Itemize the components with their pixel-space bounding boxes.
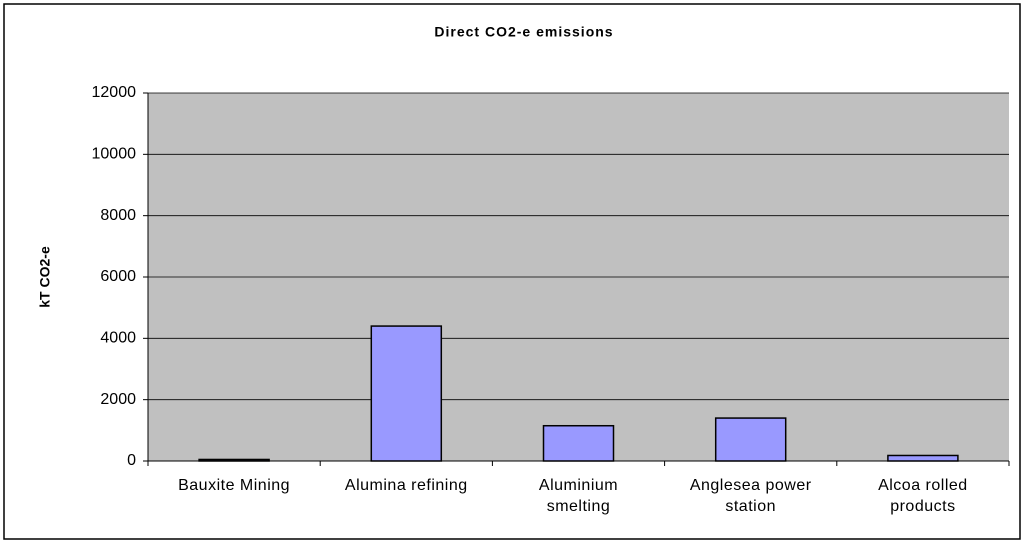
chart-title: Direct CO2-e emissions <box>434 24 613 40</box>
y-tick-label: 4000 <box>100 330 136 347</box>
bar <box>542 424 615 462</box>
bar <box>714 417 787 462</box>
x-tick-label: Anglesea power station <box>689 477 812 515</box>
y-tick-label: 0 <box>127 452 136 469</box>
bar <box>887 454 959 462</box>
y-tick-label: 12000 <box>92 84 137 101</box>
y-tick-label: 8000 <box>100 207 136 224</box>
x-tick-label: Alumina refining <box>344 477 468 494</box>
bar <box>370 325 443 462</box>
y-tick-label: 6000 <box>100 268 136 285</box>
y-tick-label: 10000 <box>92 146 137 163</box>
bar <box>198 458 270 462</box>
y-tick-label: 2000 <box>100 391 136 408</box>
x-tick-label: Alcoa rolled products <box>878 477 968 515</box>
y-axis-label: kT CO2-e <box>37 246 53 308</box>
x-tick-label: Aluminium smelting <box>538 477 619 515</box>
x-tick-label: Bauxite Mining <box>178 477 291 494</box>
